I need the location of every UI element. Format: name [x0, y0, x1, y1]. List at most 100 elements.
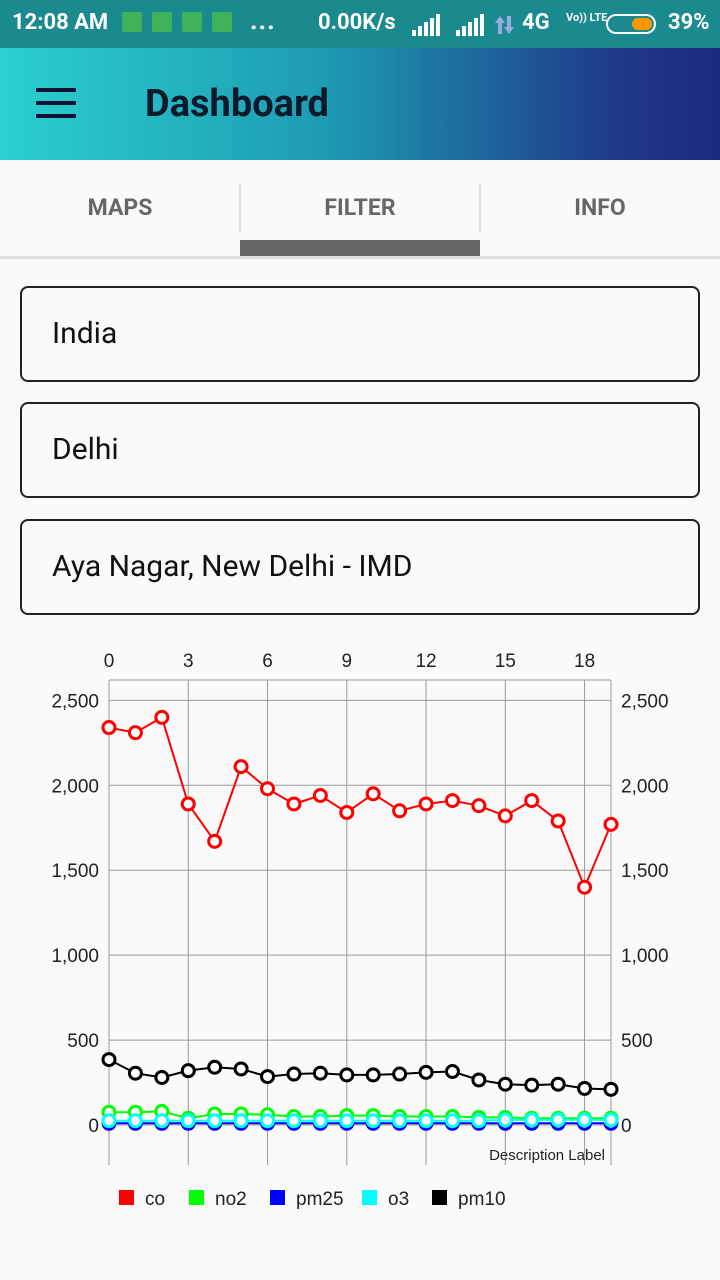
y-tick-label-right: 2,000 — [621, 776, 669, 797]
data-point-pm10 — [550, 1076, 566, 1092]
y-tick-label-right: 1,000 — [621, 946, 669, 967]
battery-percent: 39% — [668, 10, 710, 35]
legend-swatch-o3 — [362, 1190, 377, 1205]
data-point-pm10 — [444, 1063, 460, 1079]
network-type: 4G — [522, 10, 550, 35]
legend-label-no2: no2 — [215, 1189, 247, 1210]
data-point-co — [524, 793, 540, 809]
data-point-pm10 — [365, 1067, 381, 1083]
data-point-pm10 — [207, 1059, 223, 1075]
data-point-o3 — [524, 1112, 540, 1128]
data-point-co — [444, 793, 460, 809]
x-tick-label: 0 — [104, 651, 115, 672]
data-point-pm10 — [286, 1066, 302, 1082]
pollutant-line-chart[interactable]: 0 0 500 500 1,000 1,000 1,500 1,500 2,000 2,000 2,… — [0, 640, 720, 1240]
data-point-pm10 — [233, 1061, 249, 1077]
data-point-co — [127, 725, 143, 741]
description-label: Description Label — [489, 1147, 605, 1164]
data-point-o3 — [154, 1113, 170, 1129]
data-point-pm10 — [260, 1069, 276, 1085]
data-point-co — [392, 803, 408, 819]
data-point-o3 — [577, 1112, 593, 1128]
active-tab-indicator — [240, 240, 480, 256]
data-point-co — [497, 808, 513, 824]
data-point-o3 — [392, 1113, 408, 1129]
y-tick-label-left: 500 — [67, 1031, 99, 1052]
data-point-o3 — [365, 1113, 381, 1129]
data-point-pm10 — [392, 1066, 408, 1082]
more-notifications-icon: ... — [250, 6, 276, 36]
data-point-pm10 — [101, 1052, 117, 1068]
data-point-pm10 — [497, 1076, 513, 1092]
hamburger-menu-icon[interactable] — [36, 88, 76, 118]
country-value: India — [52, 316, 118, 351]
network-speed: 0.00K/s — [318, 10, 396, 35]
y-tick-label-left: 2,000 — [51, 776, 99, 797]
data-point-o3 — [286, 1113, 302, 1129]
data-point-co — [260, 781, 276, 797]
battery-icon — [606, 14, 656, 34]
x-tick-label: 18 — [574, 651, 595, 672]
data-point-pm10 — [603, 1081, 619, 1097]
data-point-co — [418, 796, 434, 812]
y-tick-label-left: 1,500 — [51, 861, 99, 882]
data-point-pm10 — [471, 1072, 487, 1088]
data-point-pm10 — [339, 1067, 355, 1083]
signal-icon — [412, 14, 514, 36]
legend-swatch-pm25 — [270, 1190, 285, 1205]
legend-label-pm10: pm10 — [458, 1189, 506, 1210]
city-select[interactable]: Delhi — [20, 402, 700, 498]
app-bar: Dashboard — [0, 48, 720, 160]
volte-icon: Vo)) LTE — [566, 11, 608, 24]
android-notification-icon — [152, 12, 172, 32]
x-tick-label: 3 — [183, 651, 194, 672]
data-point-co — [312, 787, 328, 803]
y-tick-label-right: 0 — [621, 1116, 632, 1137]
station-value: Aya Nagar, New Delhi - IMD — [52, 549, 413, 584]
tab-divider — [479, 184, 481, 232]
data-point-pm10 — [154, 1069, 170, 1085]
data-point-co — [180, 796, 196, 812]
page-title: Dashboard — [145, 82, 329, 126]
tab-maps[interactable]: MAPS — [87, 194, 153, 221]
tab-filter[interactable]: FILTER — [324, 194, 396, 221]
status-bar: 12:08 AM ... 0.00K/s 4G Vo)) LTE 39% — [0, 0, 720, 48]
status-time: 12:08 AM — [12, 10, 109, 35]
station-select[interactable]: Aya Nagar, New Delhi - IMD — [20, 519, 700, 615]
y-tick-label-left: 1,000 — [51, 946, 99, 967]
y-tick-label-right: 500 — [621, 1031, 653, 1052]
data-point-pm10 — [127, 1065, 143, 1081]
data-point-o3 — [471, 1113, 487, 1129]
legend-swatch-no2 — [189, 1190, 204, 1205]
data-point-co — [207, 833, 223, 849]
legend-swatch-co — [119, 1190, 134, 1205]
data-point-pm10 — [524, 1077, 540, 1093]
x-tick-label: 9 — [342, 651, 353, 672]
android-notification-icon — [182, 12, 202, 32]
data-point-pm10 — [577, 1080, 593, 1096]
legend-label-co: co — [145, 1189, 165, 1210]
data-point-co — [154, 709, 170, 725]
data-point-o3 — [418, 1113, 434, 1129]
data-point-pm10 — [418, 1064, 434, 1080]
data-point-o3 — [127, 1113, 143, 1129]
data-point-co — [471, 798, 487, 814]
data-point-o3 — [101, 1113, 117, 1129]
tab-info[interactable]: INFO — [574, 194, 626, 221]
legend-swatch-pm10 — [432, 1190, 447, 1205]
android-notification-icon — [122, 12, 142, 32]
data-point-pm10 — [312, 1065, 328, 1081]
data-point-o3 — [339, 1113, 355, 1129]
data-point-pm10 — [180, 1063, 196, 1079]
data-point-o3 — [180, 1113, 196, 1129]
y-tick-label-right: 1,500 — [621, 861, 669, 882]
country-select[interactable]: India — [20, 286, 700, 382]
data-point-co — [339, 804, 355, 820]
x-tick-label: 6 — [262, 651, 273, 672]
data-point-o3 — [260, 1113, 276, 1129]
data-point-co — [365, 786, 381, 802]
data-point-co — [577, 879, 593, 895]
android-notification-icon — [212, 12, 232, 32]
data-point-o3 — [497, 1112, 513, 1128]
y-tick-label-left: 0 — [88, 1116, 99, 1137]
